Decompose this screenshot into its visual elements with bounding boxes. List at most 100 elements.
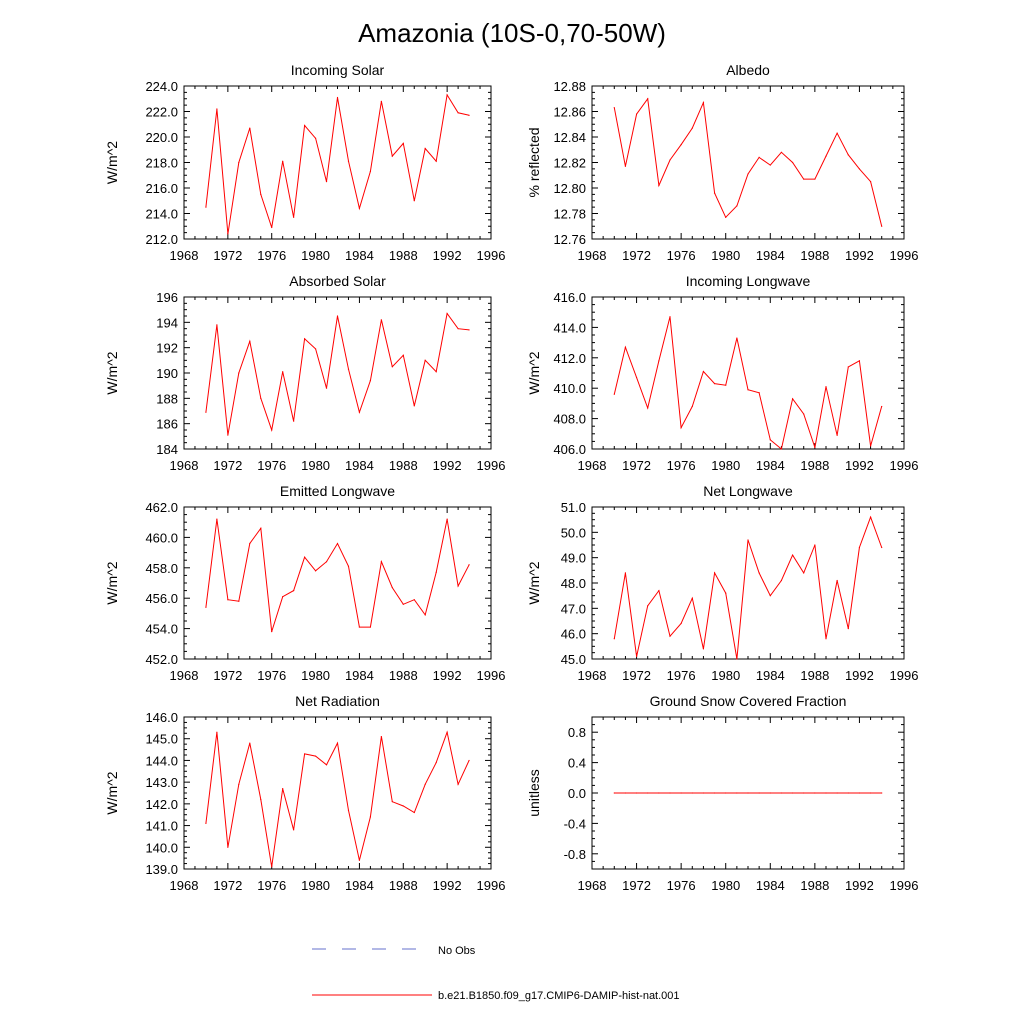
- data-point: [446, 94, 448, 96]
- data-point: [402, 603, 404, 605]
- y-tick-label: 51.0: [561, 500, 586, 515]
- data-point: [380, 100, 382, 102]
- data-point: [736, 337, 738, 339]
- x-tick-label: 1996: [890, 878, 919, 893]
- data-point: [758, 572, 760, 574]
- data-point: [314, 348, 317, 350]
- data-point: [736, 658, 738, 660]
- panel-title: Emitted Longwave: [280, 483, 395, 499]
- data-point: [347, 368, 350, 370]
- panel-title: Absorbed Solar: [289, 273, 386, 289]
- chart-panel-0: Incoming Solar W/m^2 1968 1972 1976 1980 1984 1…: [104, 62, 505, 263]
- y-tick-label: 0.4: [568, 756, 586, 771]
- data-point: [836, 792, 838, 794]
- data-point: [647, 407, 649, 409]
- y-axis-label: unitless: [526, 769, 542, 816]
- data-point: [325, 181, 328, 183]
- data-point: [725, 384, 727, 386]
- y-axis-label: W/m^2: [104, 351, 120, 394]
- data-point: [347, 809, 350, 811]
- x-tick-label: 1972: [622, 248, 651, 263]
- y-axis-label: W/m^2: [526, 561, 542, 604]
- x-tick-label: 1972: [213, 878, 242, 893]
- x-tick-label: 1988: [800, 878, 829, 893]
- data-point: [413, 200, 415, 202]
- data-point: [435, 371, 437, 373]
- data-point: [613, 393, 615, 395]
- data-point: [858, 168, 861, 170]
- data-point: [369, 170, 371, 173]
- y-tick-label: 188: [156, 391, 178, 406]
- y-axis-label: W/m^2: [104, 771, 120, 814]
- x-tick-label: 1976: [257, 248, 286, 263]
- x-tick-label: 1992: [845, 668, 874, 683]
- data-point: [769, 164, 771, 166]
- data-point: [825, 792, 827, 794]
- data-point: [369, 816, 371, 818]
- x-tick-label: 1976: [257, 458, 286, 473]
- y-axis-label: W/m^2: [104, 141, 120, 184]
- y-tick-label: 0.8: [568, 725, 586, 740]
- data-point: [814, 792, 816, 794]
- data-point: [271, 429, 273, 431]
- data-point: [803, 792, 805, 794]
- data-point: [238, 783, 240, 785]
- x-tick-label: 1968: [578, 248, 607, 263]
- y-tick-label: 458.0: [145, 561, 178, 576]
- x-tick-label: 1984: [756, 248, 785, 263]
- data-point: [293, 829, 295, 831]
- data-point: [858, 792, 861, 794]
- data-point: [304, 753, 306, 755]
- data-point: [227, 599, 229, 601]
- data-point: [282, 788, 284, 790]
- data-point: [216, 324, 218, 326]
- data-point: [205, 606, 207, 608]
- data-point: [691, 127, 693, 129]
- data-point: [336, 542, 339, 545]
- chart-panels: Incoming Solar W/m^2 1968 1972 1976 1980 1984 1…: [104, 62, 918, 893]
- data-point: [736, 205, 738, 207]
- chart-panel-2: Absorbed Solar W/m^2 1968 1972 1976 1980 1984 1…: [104, 273, 505, 473]
- data-point: [435, 762, 437, 764]
- data-point: [314, 570, 317, 572]
- x-tick-label: 1976: [667, 668, 696, 683]
- data-point: [282, 160, 284, 162]
- data-point: [881, 225, 883, 227]
- y-tick-label: 141.0: [145, 819, 178, 834]
- y-tick-label: 192: [156, 341, 178, 356]
- y-tick-label: 139.0: [145, 862, 178, 877]
- plot-frame: [183, 716, 492, 870]
- data-point: [260, 798, 262, 801]
- x-tick-label: 1980: [301, 878, 330, 893]
- data-point: [205, 411, 207, 413]
- chart-panel-1: Albedo % reflected 1968 1972 1976 1980 1984 198…: [526, 62, 918, 263]
- data-point: [780, 151, 783, 153]
- data-point: [216, 518, 218, 520]
- data-point: [825, 155, 827, 157]
- panel-title: Incoming Longwave: [686, 273, 811, 289]
- data-point: [791, 398, 794, 400]
- data-point: [336, 96, 339, 99]
- x-tick-label: 1992: [845, 458, 874, 473]
- y-tick-label: 416.0: [553, 290, 586, 305]
- x-tick-label: 1984: [345, 878, 374, 893]
- data-point: [293, 216, 295, 218]
- data-point: [869, 516, 872, 518]
- series-line: [205, 312, 470, 436]
- data-point: [249, 542, 251, 545]
- x-tick-label: 1976: [257, 668, 286, 683]
- y-axis-label: % reflected: [526, 127, 542, 197]
- page-title: Amazonia (10S-0,70-50W): [358, 18, 666, 48]
- data-point: [402, 142, 404, 144]
- y-tick-label: -0.8: [564, 847, 586, 862]
- x-tick-label: 1984: [756, 458, 785, 473]
- data-point: [358, 626, 361, 628]
- data-point: [380, 319, 382, 321]
- y-tick-label: 146.0: [145, 710, 178, 725]
- data-point: [780, 792, 783, 794]
- y-tick-label: 216.0: [145, 181, 178, 196]
- y-tick-label: 412.0: [553, 351, 586, 366]
- data-point: [402, 805, 404, 807]
- data-point: [713, 192, 716, 194]
